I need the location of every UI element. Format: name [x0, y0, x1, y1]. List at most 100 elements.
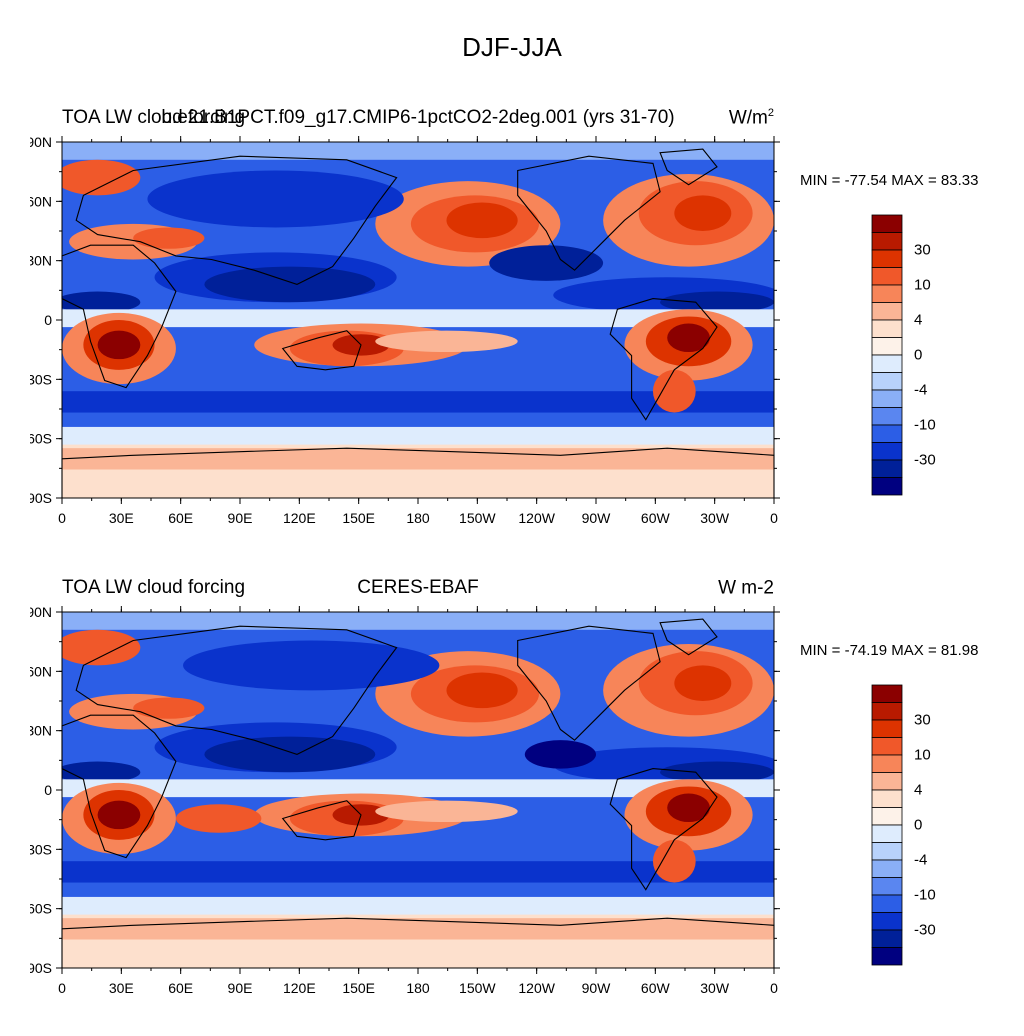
colorbar-label: -4 [914, 381, 928, 399]
units-text: W m-2 [718, 577, 774, 599]
figure-title: DJF-JJA [462, 32, 562, 62]
lon-tick-label: 90W [582, 980, 612, 996]
colorbar-swatch [871, 232, 903, 251]
panel-left-title: TOA LW cloud forcing [62, 577, 246, 598]
lat-tick-label: 90S [30, 960, 52, 976]
colorbar-label: 4 [914, 311, 923, 329]
lon-tick-label: 180 [406, 510, 430, 526]
lon-tick-label: 0 [770, 510, 778, 526]
colorbar-label: 0 [914, 346, 923, 364]
lat-tick-label: 90S [30, 490, 52, 506]
min-max-label: MIN = -74.19 MAX = 81.98 [800, 642, 979, 659]
colorbar-swatch [871, 372, 903, 391]
panel-units: W m-2 [718, 578, 774, 597]
colorbar-swatch [871, 807, 903, 826]
colorbar-swatch [871, 702, 903, 721]
lat-tick-label: 60N [30, 193, 52, 209]
colorbar-swatch [871, 354, 903, 373]
colorbar-swatch [871, 424, 903, 443]
colorbar-swatch [871, 477, 903, 496]
colorbar [871, 214, 903, 496]
lon-tick-label: 120E [283, 510, 316, 526]
colorbar-swatch [871, 912, 903, 931]
lat-tick-label: 0 [44, 782, 52, 798]
lat-tick-label: 30S [30, 371, 52, 387]
colorbar-swatch [871, 267, 903, 286]
colorbar-label: -10 [914, 416, 936, 434]
lat-tick-label: 30N [30, 723, 52, 739]
colorbar-swatch [871, 877, 903, 896]
cloud-forcing-map: 0 30E 60E 90E 120E 150E 180 150W 120W 90W 60W 30W 09… [30, 134, 780, 526]
lon-tick-label: 150E [342, 510, 375, 526]
units-text: W/m [728, 107, 768, 129]
panel-left-title: TOA LW cloud forcing [62, 107, 246, 128]
colorbar-swatch [871, 754, 903, 773]
lon-tick-label: 30E [109, 980, 134, 996]
lat-tick-label: 0 [44, 312, 52, 328]
colorbar-swatch [871, 459, 903, 478]
min-max-label: MIN = -77.54 MAX = 83.33 [800, 172, 979, 189]
colorbar-swatch [871, 284, 903, 303]
lat-tick-label: 60S [30, 901, 52, 917]
panel-center-title: b.e21.B1PCT.f09_g17.CMIP6-1pctCO2-2deg.0… [161, 107, 675, 128]
lat-tick-label: 30N [30, 253, 52, 269]
colorbar-swatch [871, 684, 903, 703]
colorbar-swatch [871, 319, 903, 338]
colorbar-swatch [871, 214, 903, 233]
colorbar-swatch [871, 842, 903, 861]
colorbar-swatch [871, 894, 903, 913]
colorbar-label: -10 [914, 886, 936, 904]
colorbar-swatch [871, 407, 903, 426]
colorbar-label: -4 [914, 851, 928, 869]
lon-tick-label: 120E [283, 980, 316, 996]
lon-tick-label: 60E [168, 980, 193, 996]
model-panel: TOA LW cloud forcing b.e21.B1PCT.f09_g17… [0, 96, 1024, 566]
colorbar-swatch [871, 772, 903, 791]
units-superscript: 2 [767, 107, 774, 119]
lon-tick-label: 0 [58, 980, 66, 996]
colorbar-swatch [871, 947, 903, 966]
colorbar-swatch [871, 789, 903, 808]
lon-tick-label: 0 [58, 510, 66, 526]
lat-tick-label: 90N [30, 604, 52, 620]
lon-tick-label: 180 [406, 980, 430, 996]
colorbar-label: -30 [914, 451, 936, 469]
colorbar-label: 10 [914, 746, 931, 764]
colorbar-label: 30 [914, 241, 931, 259]
colorbar [871, 684, 903, 966]
lon-tick-label: 0 [770, 980, 778, 996]
cloud-forcing-map: 0 30E 60E 90E 120E 150E 180 150W 120W 90W 60W 30W 09… [30, 604, 780, 996]
colorbar-swatch [871, 719, 903, 738]
lon-tick-label: 30E [109, 510, 134, 526]
colorbar-swatch [871, 442, 903, 461]
colorbar-label: -30 [914, 921, 936, 939]
lat-tick-label: 90N [30, 134, 52, 150]
lon-tick-label: 90W [582, 510, 612, 526]
colorbar-label: 0 [914, 816, 923, 834]
lon-tick-label: 60W [641, 510, 671, 526]
panel-center-title: CERES-EBAF [357, 577, 479, 598]
lon-tick-label: 120W [518, 980, 555, 996]
panel-units: W/m2 [728, 107, 774, 129]
lat-tick-label: 60N [30, 663, 52, 679]
observation-panel: TOA LW cloud forcing CERES-EBAF W m-2 0 3… [0, 566, 1024, 1036]
lon-tick-label: 150W [459, 980, 496, 996]
lon-tick-label: 30W [700, 510, 730, 526]
lon-tick-label: 30W [700, 980, 730, 996]
lon-tick-label: 150E [342, 980, 375, 996]
colorbar-label: 10 [914, 276, 931, 294]
lat-tick-label: 60S [30, 431, 52, 447]
colorbar-swatch [871, 249, 903, 268]
lon-tick-label: 60E [168, 510, 193, 526]
colorbar-label: 4 [914, 781, 923, 799]
lon-tick-label: 60W [641, 980, 671, 996]
colorbar-swatch [871, 737, 903, 756]
colorbar-swatch [871, 337, 903, 356]
lon-tick-label: 120W [518, 510, 555, 526]
lon-tick-label: 90E [228, 510, 253, 526]
colorbar-label: 30 [914, 711, 931, 729]
lon-tick-label: 90E [228, 980, 253, 996]
lat-tick-label: 30S [30, 841, 52, 857]
colorbar-swatch [871, 929, 903, 948]
lon-tick-label: 150W [459, 510, 496, 526]
